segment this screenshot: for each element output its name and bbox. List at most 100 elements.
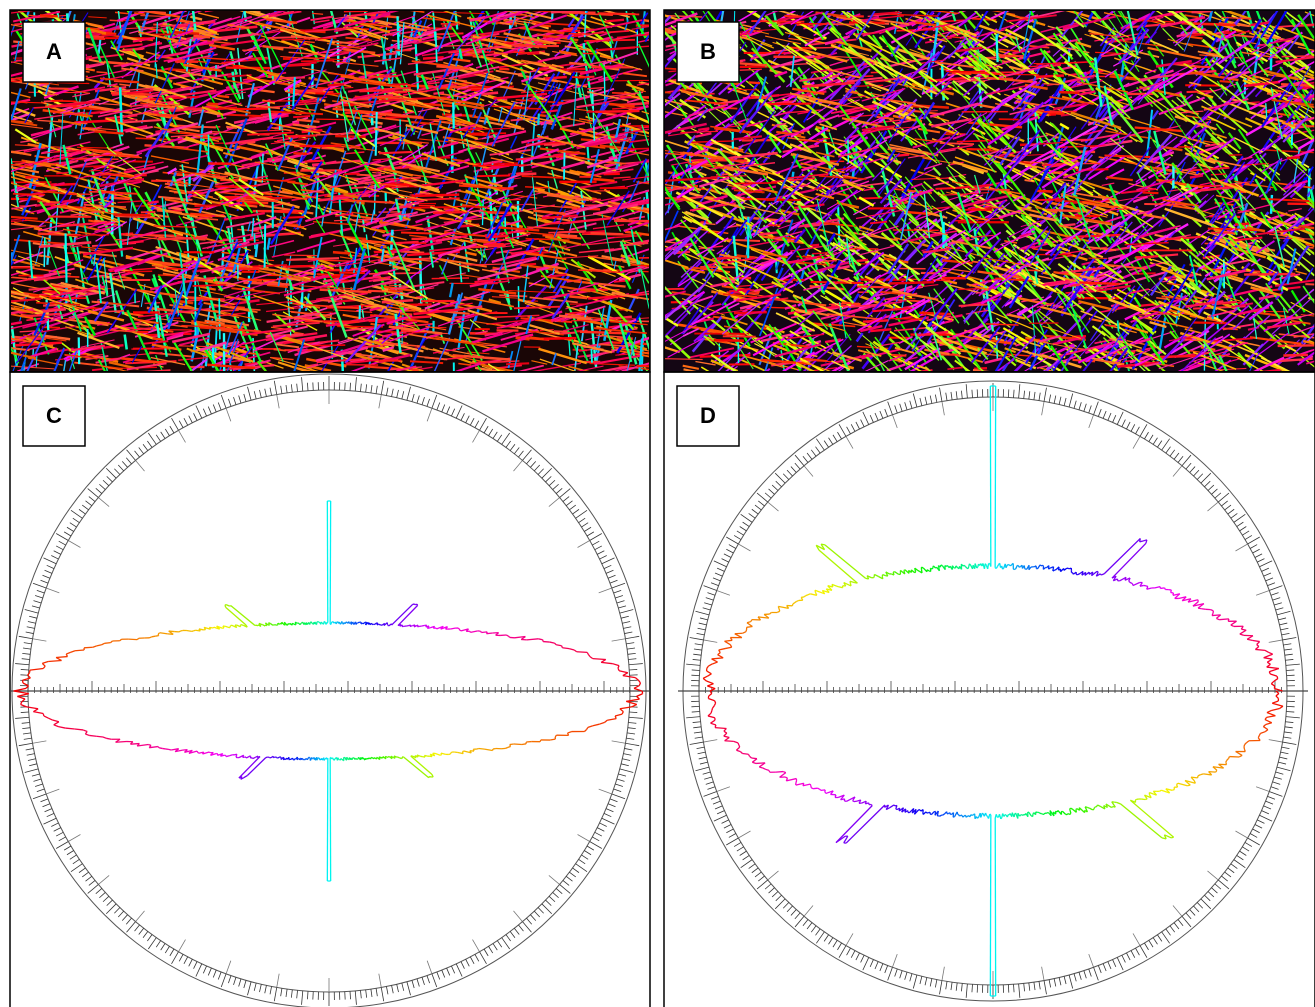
fiber bbox=[305, 321, 360, 322]
fiber bbox=[559, 332, 576, 333]
fiber bbox=[966, 149, 991, 150]
fiber bbox=[564, 150, 565, 180]
fiber bbox=[590, 233, 623, 234]
fiber bbox=[328, 84, 345, 85]
fiber bbox=[226, 268, 260, 269]
fiber bbox=[148, 202, 159, 203]
fiber bbox=[274, 349, 286, 350]
fiber bbox=[193, 36, 210, 37]
fiber bbox=[633, 243, 648, 244]
fiber bbox=[612, 93, 626, 94]
fiber bbox=[293, 153, 307, 154]
fiber bbox=[726, 240, 760, 241]
fiber bbox=[401, 251, 425, 252]
fiber bbox=[247, 280, 262, 281]
fiber bbox=[544, 144, 565, 145]
fiber bbox=[286, 266, 313, 267]
fiber bbox=[43, 305, 57, 306]
fiber bbox=[598, 13, 640, 14]
fiber bbox=[499, 295, 527, 296]
fiber bbox=[541, 338, 576, 339]
fiber bbox=[637, 366, 655, 367]
fiber bbox=[661, 92, 671, 93]
fiber bbox=[171, 208, 181, 209]
fiber bbox=[163, 268, 188, 269]
fiber bbox=[344, 174, 359, 175]
fiber bbox=[194, 205, 220, 206]
fiber bbox=[293, 116, 310, 117]
fiber bbox=[485, 236, 508, 238]
fiber bbox=[596, 111, 640, 112]
fiber bbox=[436, 31, 437, 62]
fiber bbox=[66, 233, 67, 282]
fiber bbox=[221, 310, 239, 311]
fiber bbox=[467, 134, 490, 135]
fiber bbox=[44, 237, 45, 267]
fiber bbox=[301, 60, 334, 61]
fiber bbox=[1305, 284, 1315, 285]
fiber bbox=[219, 108, 253, 109]
fiber bbox=[545, 77, 567, 78]
fiber bbox=[857, 260, 868, 261]
fiber bbox=[153, 338, 163, 339]
fiber bbox=[432, 278, 469, 279]
fiber bbox=[89, 170, 101, 171]
fiber bbox=[476, 175, 510, 176]
fiber bbox=[119, 84, 130, 85]
fiber bbox=[285, 135, 317, 136]
fiber bbox=[263, 101, 302, 102]
fiber bbox=[569, 296, 587, 298]
fiber bbox=[262, 154, 263, 183]
fiber bbox=[506, 363, 529, 364]
fiber bbox=[997, 336, 998, 359]
fiber bbox=[473, 165, 527, 166]
fiber bbox=[299, 93, 341, 94]
fiber bbox=[312, 13, 323, 14]
fiber bbox=[335, 136, 366, 137]
fiber bbox=[36, 355, 37, 368]
fiber bbox=[548, 232, 584, 233]
fiber bbox=[113, 214, 150, 215]
fiber bbox=[584, 40, 635, 41]
fiber bbox=[507, 46, 559, 47]
fiber bbox=[1192, 11, 1212, 12]
fiber bbox=[544, 223, 566, 224]
fiber bbox=[399, 206, 411, 208]
fiber bbox=[857, 286, 893, 287]
fiber bbox=[572, 77, 587, 78]
fiber bbox=[67, 235, 109, 236]
fiber bbox=[265, 224, 266, 269]
fiber bbox=[13, 194, 45, 195]
fiber bbox=[570, 312, 585, 313]
fiber bbox=[516, 174, 536, 175]
fiber bbox=[256, 243, 258, 257]
fiber bbox=[125, 271, 152, 272]
fiber bbox=[284, 255, 317, 256]
fiber bbox=[254, 233, 255, 249]
fiber bbox=[1217, 314, 1218, 330]
fiber bbox=[525, 187, 549, 188]
fiber bbox=[1278, 345, 1315, 346]
fiber bbox=[217, 96, 229, 97]
fiber bbox=[538, 114, 539, 125]
fiber bbox=[423, 57, 444, 58]
fiber bbox=[653, 187, 681, 188]
fiber bbox=[628, 148, 650, 149]
fiber bbox=[218, 315, 241, 316]
fiber bbox=[51, 101, 76, 102]
fiber bbox=[405, 158, 450, 159]
fiber bbox=[379, 152, 412, 153]
fiber bbox=[482, 199, 483, 225]
fiber bbox=[42, 327, 60, 328]
fiber bbox=[97, 72, 108, 73]
fiber bbox=[1062, 224, 1076, 225]
fiber bbox=[376, 112, 377, 156]
fiber bbox=[453, 102, 454, 128]
fiber bbox=[168, 104, 180, 105]
fiber bbox=[158, 238, 207, 239]
fiber bbox=[944, 134, 954, 135]
fiber bbox=[433, 212, 467, 213]
fiber bbox=[333, 252, 350, 253]
fiber bbox=[208, 103, 218, 104]
